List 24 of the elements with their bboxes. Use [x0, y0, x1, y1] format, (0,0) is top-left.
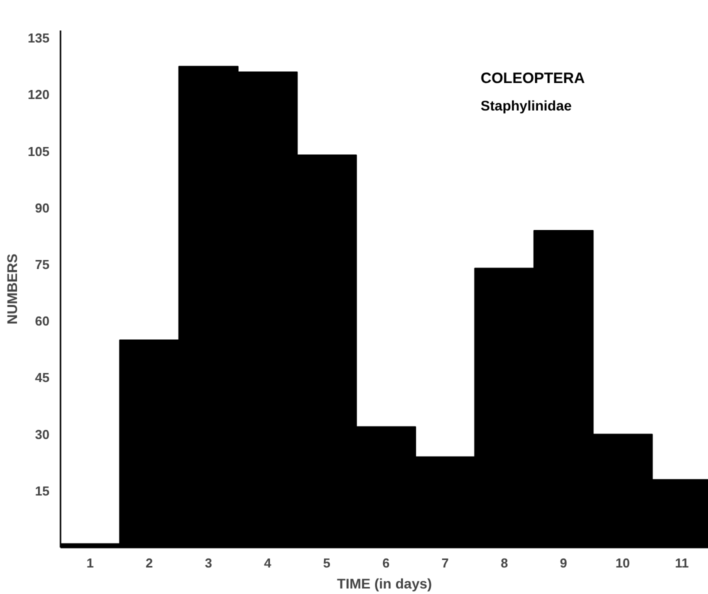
- y-tick-label: 30: [35, 426, 50, 442]
- x-tick-label: 2: [146, 556, 153, 570]
- y-tick-label: 45: [35, 370, 50, 386]
- x-tick-label: 10: [615, 556, 630, 570]
- y-tick-label: 15: [35, 483, 50, 498]
- y-tick-label: 105: [28, 144, 50, 159]
- x-axis-title: TIME (in days): [337, 576, 432, 592]
- x-tick-label: 6: [382, 556, 390, 570]
- y-axis-title: NUMBERS: [4, 254, 20, 324]
- y-tick-label: 135: [28, 30, 50, 46]
- annotation: COLEOPTERA: [480, 70, 586, 88]
- x-tick-label: 9: [560, 556, 568, 570]
- x-tick-label: 1: [86, 556, 94, 570]
- x-tick-label: 4: [264, 556, 272, 570]
- y-tick-label: 120: [28, 87, 50, 102]
- annotation: Staphylinidae: [480, 98, 572, 114]
- x-tick-label: 11: [675, 556, 689, 570]
- y-tick-label: 60: [35, 314, 50, 329]
- y-tick-label: 90: [35, 200, 50, 216]
- y-tick-label: 75: [35, 256, 50, 272]
- x-tick-label: 7: [442, 556, 449, 570]
- x-tick-label: 8: [500, 556, 508, 570]
- x-tick-label: 3: [204, 556, 212, 570]
- x-tick-label: 5: [323, 556, 330, 570]
